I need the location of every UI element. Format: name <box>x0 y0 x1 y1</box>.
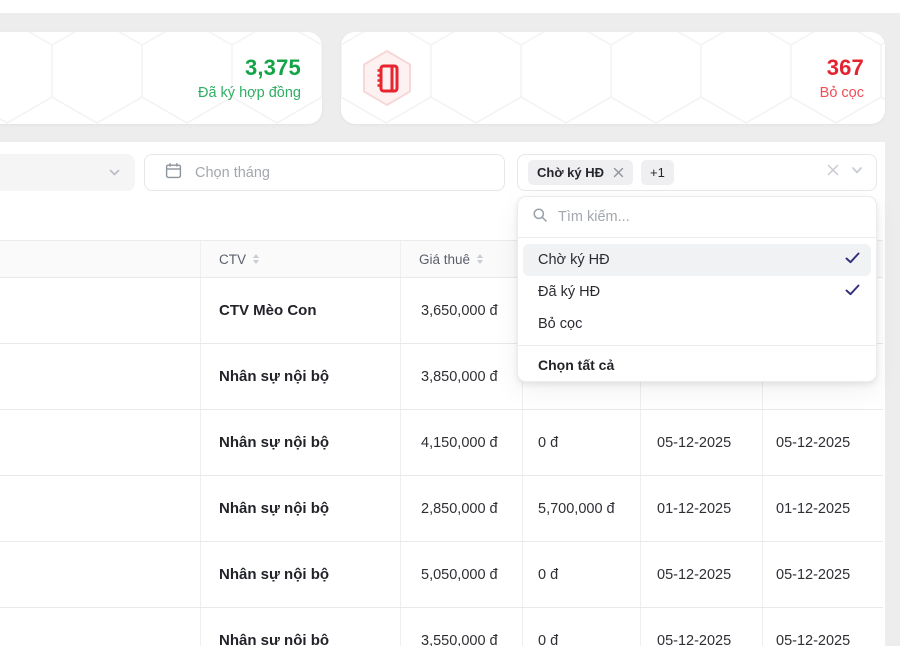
table-row[interactable]: Nhân sự nội bộ 3,550,000 đ 0 đ 05-12-202… <box>0 608 883 646</box>
cell-empty <box>0 344 200 409</box>
cell-ctv: CTV Mèo Con <box>200 278 400 343</box>
cell-ctv: Nhân sự nội bộ <box>200 344 400 409</box>
chevron-down-icon <box>108 166 121 184</box>
cell-col5: 05-12-2025 <box>640 410 762 475</box>
dropdown-option-bo-coc[interactable]: Bỏ cọc <box>523 308 871 340</box>
cell-empty <box>0 476 200 541</box>
header-gia-thue-label: Giá thuê <box>419 251 471 267</box>
month-picker-input[interactable]: Chọn tháng <box>144 154 505 191</box>
cell-col6: 01-12-2025 <box>762 476 883 541</box>
cell-gia-thue: 3,850,000 đ <box>400 344 522 409</box>
cell-col4: 5,700,000 đ <box>522 476 640 541</box>
cell-empty <box>0 542 200 607</box>
dropdown-option-cho-ky-hd[interactable]: Chờ ký HĐ <box>523 244 871 276</box>
signed-count: 3,375 <box>244 55 301 80</box>
cell-ctv: Nhân sự nội bộ <box>200 410 400 475</box>
option-label: Đã ký HĐ <box>538 284 601 300</box>
cell-gia-thue: 3,650,000 đ <box>400 278 522 343</box>
check-icon <box>845 252 860 268</box>
cell-gia-thue: 5,050,000 đ <box>400 542 522 607</box>
cell-col6: 05-12-2025 <box>762 410 883 475</box>
dropdown-option-da-ky-hd[interactable]: Đã ký HĐ <box>523 276 871 308</box>
cell-col4: 0 đ <box>522 410 640 475</box>
cell-col6: 05-12-2025 <box>762 608 883 646</box>
cell-empty <box>0 278 200 343</box>
chevron-down-icon[interactable] <box>850 163 864 182</box>
dropdown-divider <box>518 345 876 346</box>
cell-col5: 05-12-2025 <box>640 608 762 646</box>
cell-col4: 0 đ <box>522 608 640 646</box>
cell-empty <box>0 410 200 475</box>
contract-icon <box>363 50 411 106</box>
table-row[interactable]: Nhân sự nội bộ 4,150,000 đ 0 đ 05-12-202… <box>0 410 883 476</box>
option-label: Chờ ký HĐ <box>538 252 610 268</box>
scroll-gutter <box>885 142 900 646</box>
table-row[interactable]: Nhân sự nội bộ 5,050,000 đ 0 đ 05-12-202… <box>0 542 883 608</box>
cell-col4: 0 đ <box>522 542 640 607</box>
header-col1 <box>0 241 200 277</box>
search-icon <box>532 207 548 228</box>
check-icon <box>845 284 860 300</box>
more-tags-badge[interactable]: +1 <box>641 160 674 185</box>
hexagon-pattern <box>0 32 322 124</box>
status-dropdown-panel: Tìm kiếm... Chờ ký HĐ Đã ký HĐ Bỏ cọc Ch… <box>517 196 877 382</box>
option-label: Bỏ cọc <box>538 316 583 332</box>
cell-col5: 01-12-2025 <box>640 476 762 541</box>
cell-gia-thue: 3,550,000 đ <box>400 608 522 646</box>
cell-ctv: Nhân sự nội bộ <box>200 476 400 541</box>
hexagon-pattern <box>341 32 885 124</box>
cell-gia-thue: 2,850,000 đ <box>400 476 522 541</box>
sort-icon <box>477 254 484 264</box>
status-multiselect[interactable]: Chờ ký HĐ +1 <box>517 154 877 191</box>
status-tag-label: Chờ ký HĐ <box>537 165 605 180</box>
remove-tag-icon[interactable] <box>613 167 624 178</box>
deposit-cancel-count: 367 <box>826 55 864 80</box>
month-picker-placeholder: Chọn tháng <box>195 164 270 181</box>
header-gia-thue[interactable]: Giá thuê <box>400 241 522 277</box>
calendar-icon <box>165 162 182 184</box>
cell-col5: 05-12-2025 <box>640 542 762 607</box>
table-row[interactable]: Nhân sự nội bộ 2,850,000 đ 5,700,000 đ 0… <box>0 476 883 542</box>
status-tag: Chờ ký HĐ <box>528 160 634 185</box>
dropdown-search-input[interactable]: Tìm kiếm... <box>518 197 876 238</box>
header-ctv-label: CTV <box>219 251 246 267</box>
clear-selection-icon[interactable] <box>826 163 840 182</box>
cell-empty <box>0 608 200 646</box>
stat-card-signed: 3,375 Đã ký hợp đồng <box>0 32 322 124</box>
sort-icon <box>253 254 259 264</box>
cell-ctv: Nhân sự nội bộ <box>200 542 400 607</box>
select-all-button[interactable]: Chọn tất cả <box>538 357 615 373</box>
cell-ctv: Nhân sự nội bộ <box>200 608 400 646</box>
deposit-cancel-label: Bỏ cọc <box>819 85 864 101</box>
signed-label: Đã ký hợp đồng <box>197 85 301 101</box>
header-ctv[interactable]: CTV <box>200 241 400 277</box>
dropdown-search-placeholder: Tìm kiếm... <box>558 209 630 225</box>
cell-col6: 05-12-2025 <box>762 542 883 607</box>
cell-gia-thue: 4,150,000 đ <box>400 410 522 475</box>
left-filter-select[interactable] <box>0 154 135 191</box>
stat-card-deposit-cancel: 367 Bỏ cọc <box>341 32 885 124</box>
